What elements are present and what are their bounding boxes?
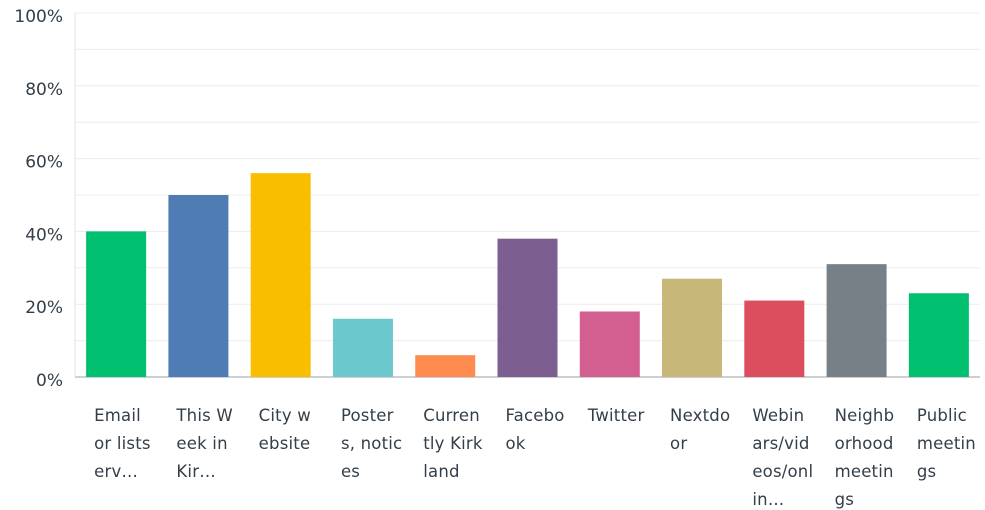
x-tick-label: Email or listserv… (94, 406, 151, 481)
x-tick-label: City website (258, 406, 311, 453)
bar (86, 231, 147, 377)
bar (826, 264, 887, 377)
x-tick-label: Facebook (505, 406, 565, 453)
bar (415, 355, 476, 377)
x-tick-label: Twitter (587, 406, 645, 425)
x-tick-label: Public meetings (916, 406, 976, 481)
x-tick-label: Webinars/videos/onlin… (752, 406, 814, 509)
bar (908, 293, 969, 377)
bar (744, 300, 805, 377)
y-tick-label: 100% (14, 7, 63, 27)
bar (497, 238, 558, 377)
x-tick-label: This Week in Kir… (176, 406, 233, 481)
bar (168, 195, 229, 377)
x-tick-label: Posters, notices (340, 406, 403, 481)
bar (332, 318, 393, 377)
bar (662, 278, 723, 377)
y-tick-label: 0% (36, 371, 63, 391)
bar (579, 311, 640, 377)
y-tick-label: 20% (25, 298, 63, 318)
x-tick-label: Currently Kirkland (423, 406, 483, 481)
y-tick-label: 80% (25, 80, 63, 100)
y-tick-label: 60% (25, 153, 63, 173)
x-tick-label: Nextdoor (670, 406, 731, 453)
bar (250, 173, 311, 377)
y-tick-label: 40% (25, 225, 63, 245)
x-tick-label: Neighborhood meetings (834, 406, 895, 509)
